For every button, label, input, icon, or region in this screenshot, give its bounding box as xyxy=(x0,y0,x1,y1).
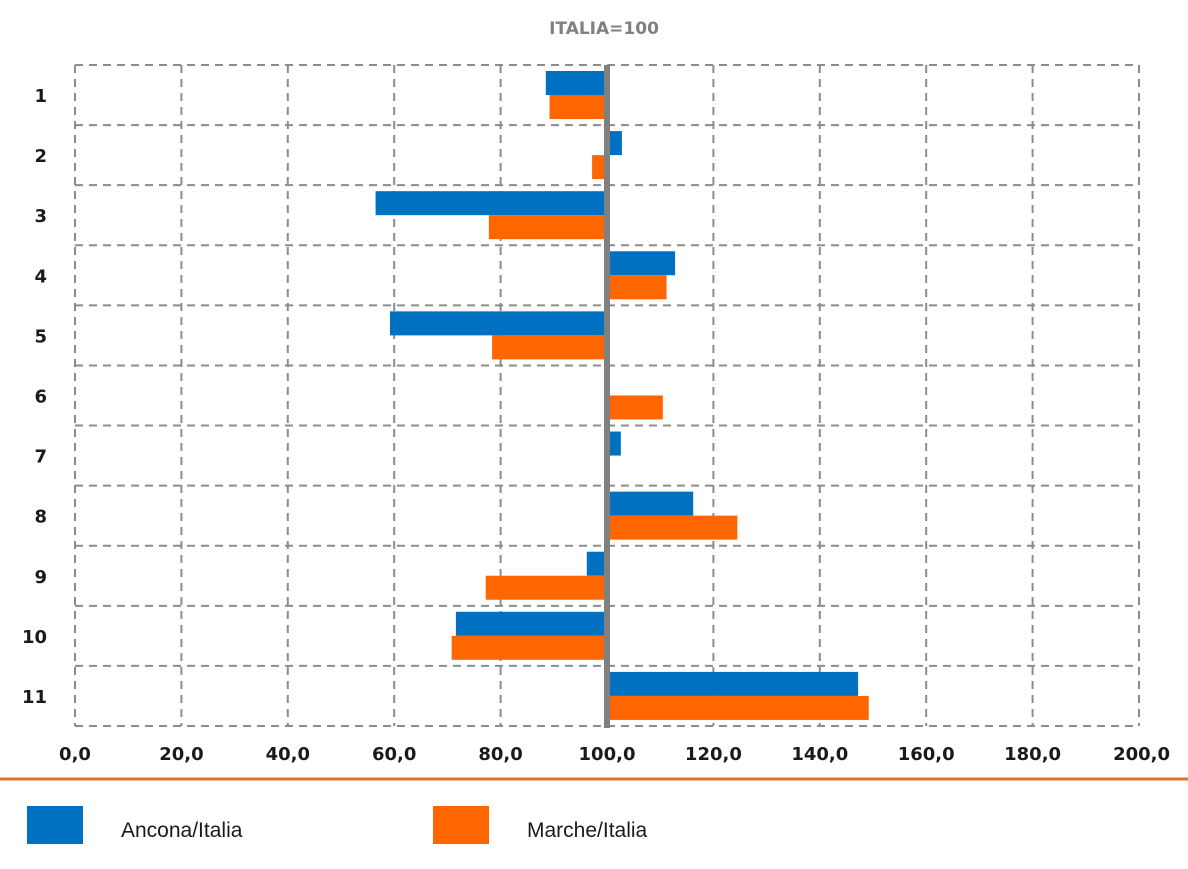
x-tick-label: 160,0 xyxy=(898,744,955,765)
category-label: 1 xyxy=(34,86,47,107)
category-label: 6 xyxy=(34,387,47,408)
category-label: 4 xyxy=(34,266,47,287)
bar-marche-10 xyxy=(451,635,607,660)
bar-ancona-11 xyxy=(607,671,859,696)
bar-ancona-9 xyxy=(586,551,607,576)
category-label: 9 xyxy=(34,567,47,588)
category-label: 5 xyxy=(34,326,47,347)
bar-ancona-1 xyxy=(545,71,607,95)
legend-label-marche: Marche/Italia xyxy=(527,819,648,842)
bar-marche-11 xyxy=(607,695,869,720)
bar-marche-1 xyxy=(549,95,607,119)
bar-ancona-4 xyxy=(607,251,676,276)
bar-ancona-2 xyxy=(607,131,622,156)
bar-marche-5 xyxy=(492,335,607,360)
bars xyxy=(375,71,869,720)
chart-title: ITALIA=100 xyxy=(549,19,659,39)
bar-marche-9 xyxy=(485,575,607,600)
bar-ancona-3 xyxy=(375,191,607,216)
x-tick-label: 0,0 xyxy=(59,744,91,765)
x-tick-label: 20,0 xyxy=(159,744,203,765)
x-tick-label: 100,0 xyxy=(579,744,636,765)
legend-swatch-marche xyxy=(433,806,489,844)
x-tick-labels: 0,0 20,0 40,0 60,0 80,0 100,0 120,0 140,0 160,0 1… xyxy=(59,744,1170,765)
x-tick-label: 120,0 xyxy=(685,744,742,765)
x-tick-label: 80,0 xyxy=(478,744,522,765)
category-label: 8 xyxy=(34,507,47,528)
category-label: 11 xyxy=(22,687,47,708)
bar-marche-2 xyxy=(592,155,607,180)
legend-swatch-ancona xyxy=(27,806,83,844)
bar-ancona-7 xyxy=(607,431,621,456)
category-label: 10 xyxy=(22,627,47,648)
bar-ancona-5 xyxy=(389,311,607,336)
bar-ancona-10 xyxy=(455,611,607,636)
category-label: 7 xyxy=(34,447,47,468)
x-tick-label: 40,0 xyxy=(266,744,310,765)
bar-ancona-8 xyxy=(607,491,694,516)
legend-item-ancona: Ancona/Italia xyxy=(27,805,242,845)
legend-label-ancona: Ancona/Italia xyxy=(121,819,243,842)
x-tick-label: 200,0 xyxy=(1113,744,1170,765)
bar-marche-3 xyxy=(488,215,607,240)
x-tick-label: 140,0 xyxy=(791,744,848,765)
x-tick-label: 180,0 xyxy=(1004,744,1061,765)
category-label: 2 xyxy=(34,146,47,167)
bar-marche-6 xyxy=(607,395,663,420)
category-labels: 1 2 3 4 5 6 7 8 9 10 11 xyxy=(22,86,47,708)
legend: Ancona/Italia Marche/Italia xyxy=(0,805,1188,865)
x-tick-label: 60,0 xyxy=(372,744,416,765)
bar-marche-4 xyxy=(607,275,667,300)
legend-item-marche: Marche/Italia xyxy=(433,805,647,845)
bar-marche-8 xyxy=(607,515,738,540)
category-label: 3 xyxy=(34,206,47,227)
